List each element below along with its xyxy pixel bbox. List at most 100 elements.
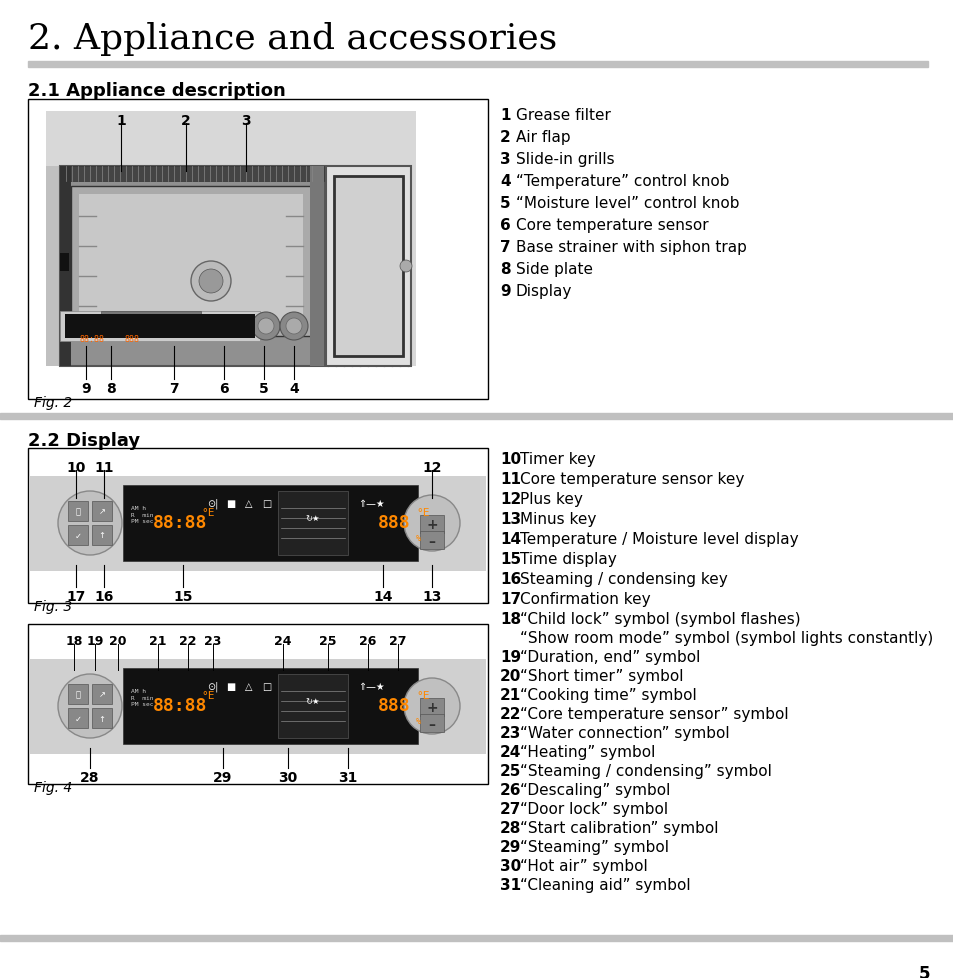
Bar (91, 525, 112, 546)
Bar (91, 708, 112, 729)
Text: 9: 9 (81, 381, 91, 395)
Text: 12: 12 (422, 461, 441, 474)
Circle shape (399, 261, 412, 273)
Text: 21: 21 (499, 688, 520, 702)
Bar (60, 253, 69, 272)
Text: 26: 26 (499, 782, 521, 797)
Text: 888: 888 (377, 513, 410, 531)
Bar (28, 62, 927, 67)
Text: Base strainer with siphon trap: Base strainer with siphon trap (516, 240, 746, 254)
Text: “Child lock” symbol (symbol flashes): “Child lock” symbol (symbol flashes) (519, 611, 800, 626)
Text: “Door lock” symbol: “Door lock” symbol (519, 801, 667, 817)
Text: AM h
R  min
PM sec: AM h R min PM sec (131, 506, 153, 523)
Text: Minus key: Minus key (519, 511, 596, 526)
Text: Slide-in grills: Slide-in grills (516, 152, 614, 167)
Circle shape (58, 492, 122, 556)
Text: 2.2 Display: 2.2 Display (28, 431, 140, 450)
Text: 888: 888 (377, 696, 410, 714)
Text: “Hot air” symbol: “Hot air” symbol (519, 858, 647, 873)
Text: 17: 17 (67, 590, 86, 603)
Text: 19: 19 (499, 649, 520, 664)
Text: △: △ (245, 499, 253, 509)
Bar (68, 708, 88, 729)
Text: 23: 23 (499, 726, 521, 740)
Bar (60, 167, 324, 182)
Bar (419, 698, 443, 716)
Text: 6: 6 (499, 218, 510, 233)
Text: 24: 24 (499, 744, 521, 759)
Text: Air flap: Air flap (516, 130, 570, 145)
Bar (28, 100, 488, 400)
Text: –: – (428, 717, 435, 732)
Circle shape (191, 262, 231, 301)
Text: Steaming / condensing key: Steaming / condensing key (519, 571, 727, 587)
Text: “Start calibration” symbol: “Start calibration” symbol (519, 821, 718, 835)
Text: “Short timer” symbol: “Short timer” symbol (519, 668, 682, 684)
Text: “Steaming” symbol: “Steaming” symbol (519, 839, 668, 854)
Text: 22: 22 (179, 635, 196, 647)
Text: Plus key: Plus key (519, 492, 582, 507)
Text: ✓: ✓ (74, 531, 81, 540)
Text: “Water connection” symbol: “Water connection” symbol (519, 726, 729, 740)
Circle shape (58, 674, 122, 738)
Bar (324, 167, 416, 367)
Bar (419, 714, 443, 733)
Text: 20: 20 (499, 668, 521, 684)
Text: ⊙|: ⊙| (207, 499, 218, 509)
Text: “Descaling” symbol: “Descaling” symbol (519, 782, 670, 797)
Text: 28: 28 (80, 771, 100, 784)
Text: “Steaming / condensing” symbol: “Steaming / condensing” symbol (519, 763, 771, 778)
Circle shape (280, 313, 308, 340)
Bar (68, 685, 88, 704)
Bar (326, 167, 411, 367)
Text: 29: 29 (499, 839, 521, 854)
Text: 18: 18 (65, 635, 83, 647)
Text: 17: 17 (499, 592, 520, 606)
Text: ⏻: ⏻ (75, 689, 80, 699)
Bar (0, 414, 953, 420)
Bar (101, 312, 201, 317)
Text: ⏻: ⏻ (75, 507, 80, 516)
Text: 27: 27 (499, 801, 521, 817)
Bar (60, 312, 260, 341)
Bar (46, 111, 416, 167)
Text: 2: 2 (499, 130, 510, 145)
Text: “Core temperature sensor” symbol: “Core temperature sensor” symbol (519, 706, 788, 721)
Text: 26: 26 (359, 635, 376, 647)
Text: □: □ (262, 499, 272, 509)
Bar (419, 531, 443, 550)
Text: 5: 5 (499, 196, 510, 211)
Text: Core temperature sensor: Core temperature sensor (516, 218, 708, 233)
Text: +: + (426, 517, 437, 531)
Text: Time display: Time display (519, 552, 616, 566)
Text: ■: ■ (226, 682, 235, 691)
Text: 6: 6 (219, 381, 229, 395)
Circle shape (403, 679, 459, 734)
Text: “Heating” symbol: “Heating” symbol (519, 744, 655, 759)
Text: 1: 1 (499, 108, 510, 123)
Bar (334, 177, 402, 357)
Text: 31: 31 (499, 877, 520, 892)
Circle shape (252, 313, 280, 340)
Text: ⇑—★: ⇑—★ (357, 682, 384, 691)
Text: 8: 8 (106, 381, 115, 395)
Circle shape (403, 496, 459, 552)
Text: ⇑—★: ⇑—★ (357, 499, 384, 509)
Bar (46, 167, 60, 367)
Text: 888: 888 (125, 334, 140, 343)
Text: Display: Display (516, 284, 572, 298)
Text: 4: 4 (499, 174, 510, 189)
Text: 19: 19 (86, 635, 104, 647)
Text: 15: 15 (173, 590, 193, 603)
Text: 11: 11 (94, 461, 113, 474)
Text: Timer key: Timer key (519, 452, 595, 467)
Bar (277, 492, 348, 556)
Text: 16: 16 (499, 571, 520, 587)
Text: °E: °E (416, 690, 429, 700)
Text: “Moisture level” control knob: “Moisture level” control knob (516, 196, 739, 211)
Text: Side plate: Side plate (516, 262, 593, 277)
Text: 3: 3 (241, 113, 251, 128)
Text: ↑: ↑ (98, 531, 106, 540)
Text: Fig. 2: Fig. 2 (34, 395, 72, 410)
Text: 14: 14 (373, 590, 393, 603)
